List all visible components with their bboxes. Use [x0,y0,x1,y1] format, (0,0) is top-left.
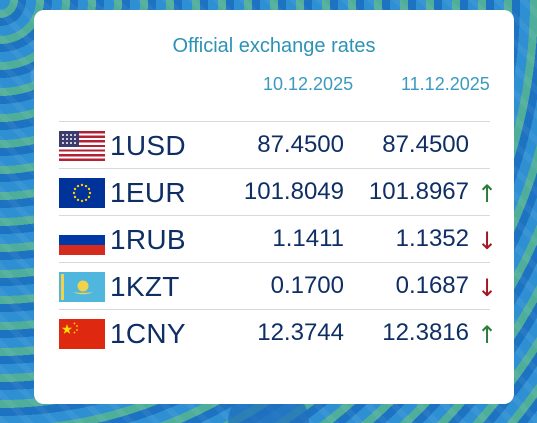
date-column-2: 11.12.2025 [401,74,490,94]
currency-code: 1EUR [110,177,186,208]
currency-code: 1KZT [110,271,180,302]
table-row-kzt: 1KZT 0.1700 0.1687 ↓ [59,262,498,309]
trend-down-icon: ↓ [477,274,498,302]
exchange-rates-card: Official exchange rates 10.12.2025 11.12… [34,10,514,404]
table-row-rub: 1RUB 1.1411 1.1352 ↓ [59,215,498,262]
exchange-rates-table: 1USD 87.4500 87.4500 [59,121,498,356]
card-title: Official exchange rates [172,35,376,57]
kz-flag-icon [59,272,105,302]
table-row-cny: 1CNY 12.3744 12.3816 ↑ [59,309,498,356]
trend-up-icon: ↑ [477,180,498,208]
currency-code: 1RUB [110,224,186,255]
trend-up-icon: ↑ [477,321,498,349]
rate-date-1: 101.8049 [243,178,344,205]
currency-code: 1USD [110,130,186,161]
date-column-1: 10.12.2025 [263,74,354,94]
trend-down-icon: ↓ [477,227,498,255]
rate-date-1: 0.1700 [270,272,344,299]
table-row-usd: 1USD 87.4500 87.4500 [59,121,490,168]
rate-date-1: 87.4500 [257,131,344,158]
ru-flag-icon [59,225,105,255]
eu-flag-icon [59,178,105,208]
rate-date-1: 1.1411 [272,225,344,252]
currency-code: 1CNY [110,318,186,349]
table-row-eur: 1EUR 101.8049 101.8967 ↑ [59,168,498,215]
rate-date-2: 12.3816 [382,319,469,346]
us-flag-icon [59,131,105,161]
rate-date-2: 101.8967 [368,178,469,205]
rate-date-2: 1.1352 [395,225,469,252]
rate-date-2: 87.4500 [382,131,469,158]
rate-date-2: 0.1687 [395,272,469,299]
rate-date-1: 12.3744 [257,319,344,346]
us-flag-canton [59,131,79,147]
cn-flag-icon [59,319,105,349]
